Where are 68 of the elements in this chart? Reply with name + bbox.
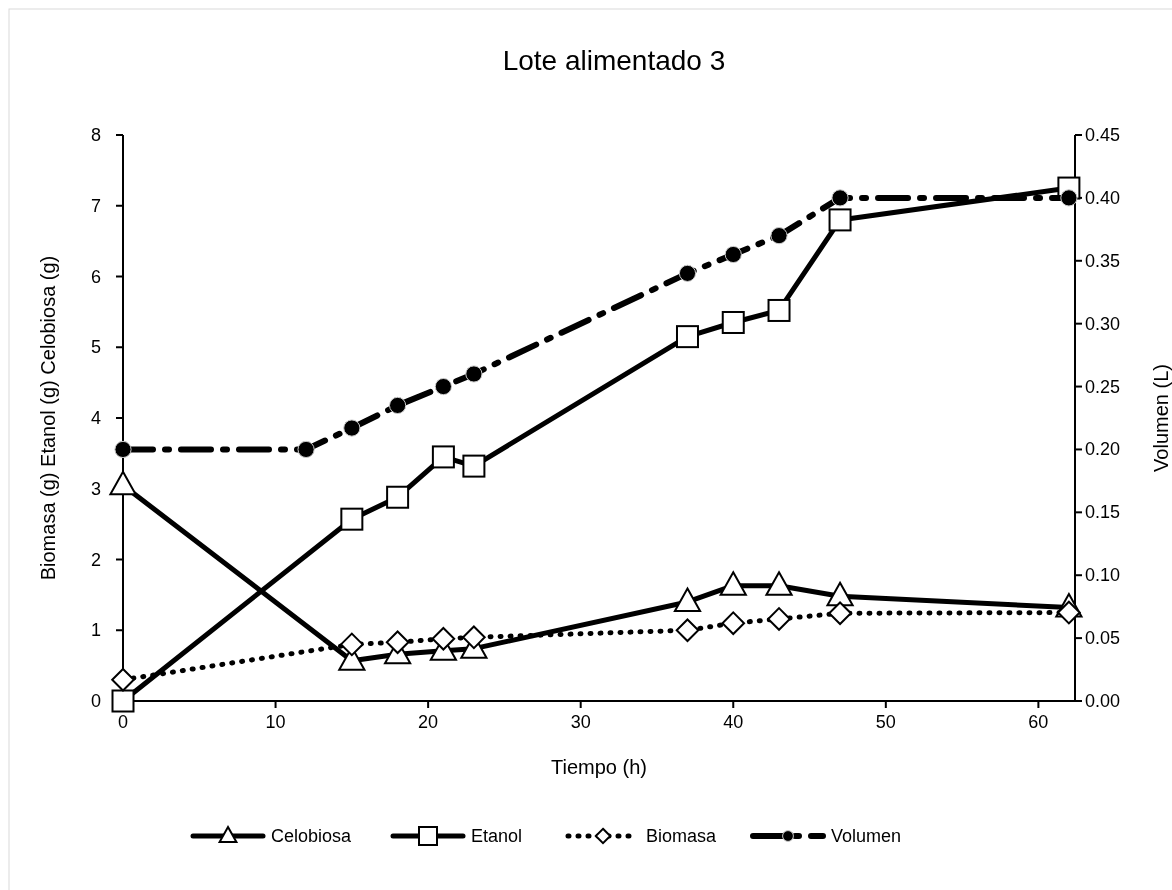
point xyxy=(389,396,407,415)
y-tick-label: 5 xyxy=(90,337,101,358)
y-tick-label: 4 xyxy=(90,408,101,428)
y2-axis-title: Volumen (L) xyxy=(1150,364,1172,472)
point xyxy=(826,581,854,607)
point xyxy=(721,310,745,334)
point xyxy=(297,440,315,459)
y2-tick-label: 0.25 xyxy=(1085,376,1121,397)
y2-tick-label: 0.35 xyxy=(1085,250,1121,271)
legend-label: Celobiosa xyxy=(271,826,353,846)
x-tick-label: 30 xyxy=(570,712,591,732)
point xyxy=(340,507,364,531)
y2-tick-label: 0.40 xyxy=(1085,187,1121,208)
y-tick-label: 1 xyxy=(90,620,101,641)
y-tick-label: 7 xyxy=(90,195,101,216)
point xyxy=(831,189,849,207)
chart-title: Lote alimentado 3 xyxy=(502,45,726,76)
point xyxy=(675,618,700,643)
y2-tick-label: 0.45 xyxy=(1085,125,1121,145)
y-axis-title: Biomasa (g) Etanol (g) Celobiosa (g) xyxy=(37,255,59,581)
y-tick-label: 0 xyxy=(90,691,101,711)
point xyxy=(431,626,456,651)
legend-label: Biomasa xyxy=(646,826,718,846)
point xyxy=(109,470,137,496)
x-tick-label: 10 xyxy=(265,712,286,732)
y-tick-label: 3 xyxy=(90,478,101,499)
point xyxy=(719,571,747,596)
x-tick-label: 20 xyxy=(418,712,439,732)
x-tick-label: 40 xyxy=(723,712,744,732)
y2-tick-label: 0.30 xyxy=(1085,313,1121,334)
point xyxy=(462,625,486,650)
point xyxy=(111,667,135,692)
point xyxy=(111,689,135,713)
legend-label: Volumen xyxy=(831,826,902,846)
y-tick-label: 8 xyxy=(90,125,101,145)
x-axis-title: Tiempo (h) xyxy=(551,756,647,778)
point xyxy=(465,365,483,383)
y2-tick-label: 0.00 xyxy=(1085,691,1121,711)
y2-tick-label: 0.10 xyxy=(1085,565,1121,586)
y2-tick-label: 0.15 xyxy=(1085,502,1121,523)
point xyxy=(770,227,788,245)
point xyxy=(114,440,132,459)
legend-label: Etanol xyxy=(471,826,523,846)
x-tick-label: 60 xyxy=(1028,712,1049,732)
y2-tick-label: 0.20 xyxy=(1085,439,1121,460)
point xyxy=(828,208,852,232)
point xyxy=(767,607,791,631)
point xyxy=(724,245,742,264)
point xyxy=(385,630,410,655)
point xyxy=(828,601,852,626)
point xyxy=(343,419,361,437)
point xyxy=(721,611,746,635)
point xyxy=(673,587,702,612)
x-tick-label: 0 xyxy=(117,712,129,732)
y-tick-label: 2 xyxy=(90,549,101,570)
x-tick-label: 50 xyxy=(875,712,896,732)
point xyxy=(386,485,410,509)
point xyxy=(765,571,793,596)
point xyxy=(1060,189,1078,207)
point xyxy=(431,445,455,469)
point xyxy=(340,632,364,657)
point xyxy=(434,377,452,396)
point xyxy=(462,454,486,478)
y-tick-label: 6 xyxy=(90,266,101,287)
point xyxy=(675,325,699,349)
point xyxy=(767,298,791,322)
point xyxy=(678,264,697,282)
y2-tick-label: 0.05 xyxy=(1085,628,1121,649)
